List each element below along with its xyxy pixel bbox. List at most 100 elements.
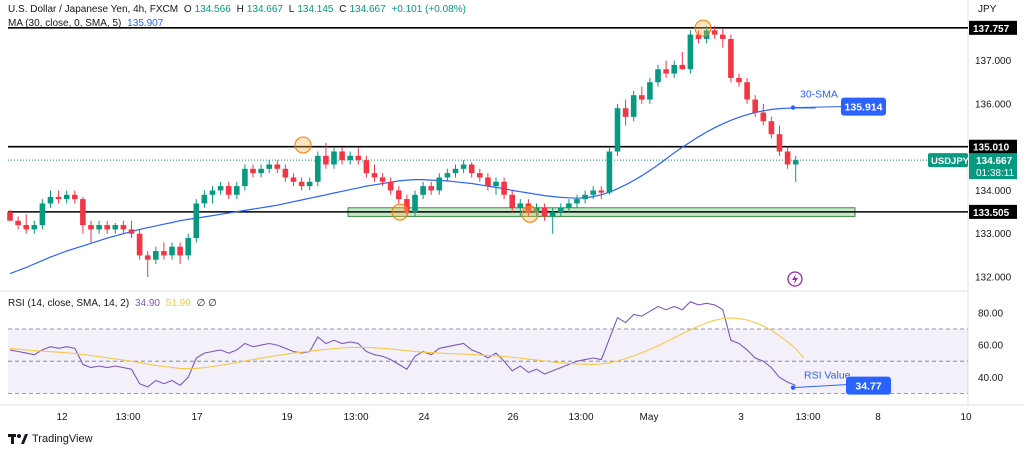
rsi-tick-label: 60.00 (978, 341, 1003, 352)
candle-body (606, 151, 613, 193)
candle-body (7, 212, 13, 221)
candle-body (387, 181, 394, 191)
candle-body (396, 190, 402, 200)
rsi-callout-value: 34.77 (855, 381, 881, 393)
candle (517, 199, 524, 217)
highlight-circle (391, 203, 409, 221)
change-value: +0.101 (+0.08%) (391, 4, 466, 15)
candle (744, 77, 750, 104)
candle (274, 160, 281, 174)
currency-label: JPY (978, 4, 997, 15)
candle (169, 242, 175, 260)
candle-body (290, 177, 297, 182)
level-tag-bg (969, 204, 1017, 219)
open-value: 134.566 (194, 4, 231, 15)
candle (728, 34, 734, 83)
candle (379, 173, 386, 187)
price-tick-label: 133.000 (975, 229, 1012, 240)
candle-body (136, 233, 143, 256)
candle (298, 177, 305, 191)
candle-body (630, 95, 637, 117)
legend-ma: MA (30, close, 0, SMA, 5) 135.907 (8, 18, 166, 29)
candle (88, 220, 94, 243)
candle-body (582, 194, 588, 200)
candle (258, 164, 264, 178)
tradingview-logo[interactable]: TradingView (8, 433, 93, 445)
candle-body (525, 203, 532, 213)
candle-body (485, 177, 491, 187)
candle-body (31, 225, 38, 230)
flash-icon-ring (787, 271, 803, 287)
candle-body (80, 199, 86, 226)
candle (792, 155, 799, 182)
candle (15, 216, 21, 230)
sma-callout-line (792, 106, 842, 109)
candle-body (493, 181, 499, 187)
candle-body (695, 34, 702, 39)
sma-callout-box (841, 97, 886, 116)
candle (290, 173, 297, 187)
countdown-label: 01:38:11 (976, 168, 1015, 179)
symbol-title: U.S. Dollar / Japanese Yen, 4h, FXCM (8, 4, 179, 15)
candle (153, 246, 159, 265)
candle (671, 60, 677, 78)
candle (47, 190, 54, 208)
candle (720, 28, 726, 48)
candle-body (590, 190, 596, 195)
sma-polyline (9, 107, 816, 275)
candle-body (558, 207, 564, 213)
candle (784, 147, 791, 169)
candle (444, 168, 451, 182)
sma-callout-value: 135.914 (845, 102, 883, 114)
candle (161, 242, 167, 260)
time-axis: 12 13:00 17 19 13:00 24 26 13:00 May 3 13:00 8 10 (56, 412, 972, 423)
candle (468, 162, 475, 178)
high-value: 134.667 (246, 4, 283, 15)
sma-callout-text: 30-SMA (800, 89, 838, 101)
candle-body (420, 186, 426, 195)
time-tick-label: 8 (875, 412, 881, 423)
candle-body (88, 225, 94, 230)
candle-body (371, 173, 378, 178)
candle-body (379, 177, 386, 182)
candle (80, 196, 86, 234)
annotations: 30-SMA 135.914 RSI Value 34.77 (787, 89, 891, 395)
candle-body (104, 225, 110, 230)
current-price-label: 134.667 (976, 156, 1013, 167)
candle-body (517, 203, 524, 208)
candle (663, 60, 669, 78)
rsi-pane (8, 301, 968, 394)
close-value: 134.667 (349, 4, 386, 15)
current-price-bg (969, 153, 1017, 180)
candle-body (47, 196, 54, 204)
candle (736, 73, 742, 87)
candle (266, 160, 272, 174)
price-tags: 137.757135.010133.505134.66701:38:11USDJ… (928, 20, 1017, 219)
time-tick-label: 13:00 (115, 412, 140, 423)
level-tag: 137.757 (969, 20, 1017, 35)
candle-body (744, 82, 750, 100)
candle-body (784, 151, 791, 165)
candle (120, 220, 127, 234)
rsi-label: RSI (14, close, SMA, 14, 2) (8, 298, 130, 309)
candle (614, 103, 621, 156)
candle (306, 177, 313, 191)
candle-body (622, 108, 629, 117)
candle (436, 173, 443, 195)
level-tag-label: 137.757 (973, 24, 1010, 35)
candle (177, 242, 183, 265)
candle (541, 203, 548, 221)
candle (339, 147, 345, 165)
candle-body (72, 194, 78, 200)
candle-body (128, 229, 135, 234)
candle (460, 160, 467, 174)
candle (549, 207, 556, 234)
candle (201, 190, 208, 208)
candle (776, 125, 783, 156)
highlight-circle (521, 205, 539, 223)
flash-icon (787, 271, 803, 287)
candle-body (225, 186, 232, 195)
sma-callout-dot (790, 105, 796, 110)
candle-body (298, 181, 305, 187)
